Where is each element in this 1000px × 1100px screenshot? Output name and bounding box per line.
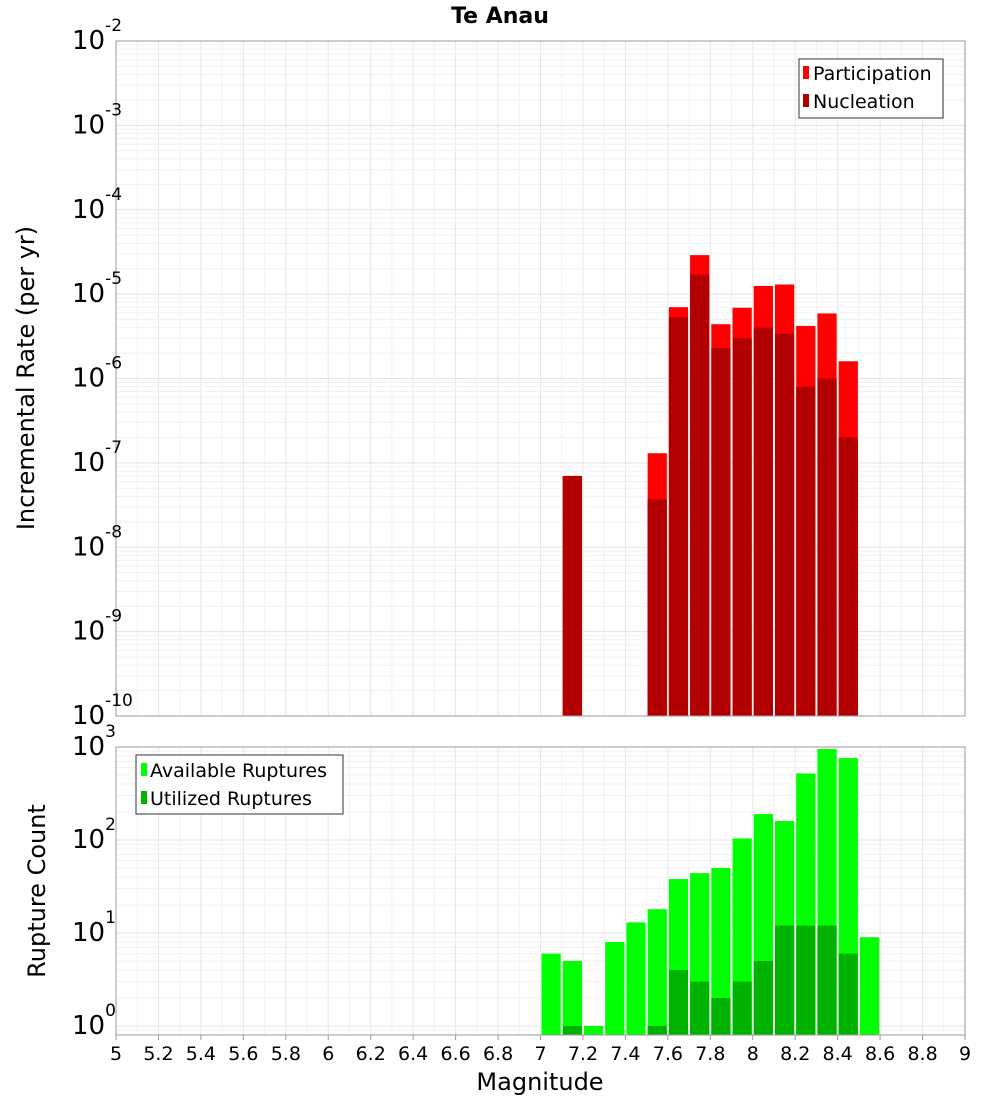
x-tick-label: 5 [110, 1043, 122, 1065]
x-tick-label: 7.8 [695, 1043, 725, 1065]
rate-bar-nucleation [732, 338, 752, 716]
rate-bar-nucleation [796, 386, 816, 716]
participation-legend-label: Participation [813, 63, 932, 85]
rate-bar-nucleation [647, 499, 667, 716]
x-tick-label: 9 [959, 1043, 971, 1065]
count-bar-utilized-ruptures [668, 969, 689, 1035]
available-ruptures-legend-label: Available Ruptures [150, 760, 327, 782]
rate-y-tick-label: 10-5 [72, 269, 122, 309]
count-bar-utilized-ruptures [732, 981, 752, 1035]
count-bar-available-ruptures [711, 867, 731, 1035]
rate-plot-frame [115, 40, 966, 717]
rate-bar-nucleation [774, 333, 795, 716]
count-bar-utilized-ruptures [838, 953, 858, 1035]
x-tick-label: 6.2 [356, 1043, 386, 1065]
rate-y-tick-label: 10-8 [72, 522, 122, 562]
count-bar-available-ruptures [647, 909, 667, 1035]
x-tick-label: 7.6 [653, 1043, 683, 1065]
count-bar-utilized-ruptures [690, 981, 710, 1035]
count-bar-utilized-ruptures [562, 1025, 582, 1035]
x-tick-label: 8.2 [780, 1043, 810, 1065]
rate-y-tick-label: 10-4 [72, 185, 122, 225]
nucleation-legend-label: Nucleation [813, 91, 915, 113]
utilized-ruptures-legend-label: Utilized Ruptures [150, 788, 312, 810]
x-tick-label: 6 [322, 1043, 334, 1065]
x-tick-label: 6.4 [398, 1043, 428, 1065]
count-bar-utilized-ruptures [774, 925, 795, 1035]
rate-bar-nucleation [562, 475, 582, 716]
rate-bar-nucleation [711, 347, 731, 716]
utilized-ruptures-legend-swatch [141, 791, 147, 804]
rate-y-tick-label: 10-9 [72, 607, 122, 647]
rate-y-tick-label: 10-2 [72, 16, 122, 56]
rate-bar-nucleation [668, 317, 689, 716]
chart-title: Te Anau [451, 4, 549, 29]
count-bar-available-ruptures [562, 960, 582, 1035]
x-tick-label: 7.4 [610, 1043, 640, 1065]
count-bar-utilized-ruptures [753, 960, 773, 1035]
rate-bar-nucleation [817, 378, 837, 716]
count-bar-utilized-ruptures [817, 925, 837, 1035]
count-y-axis-label: Rupture Count [23, 804, 51, 978]
count-bar-available-ruptures [605, 942, 625, 1035]
rate-bar-nucleation [690, 274, 710, 716]
count-bar-available-ruptures [626, 922, 646, 1035]
x-tick-label: 5.2 [143, 1043, 173, 1065]
count-legend-box [135, 754, 344, 815]
count-legend: Available Ruptures Utilized Ruptures [135, 754, 344, 815]
count-bar-available-ruptures [541, 953, 561, 1035]
count-y-tick-label: 102 [72, 815, 116, 855]
count-bar-available-ruptures [583, 1025, 604, 1035]
x-tick-label: 8.6 [865, 1043, 895, 1065]
x-tick-label: 6.8 [483, 1043, 513, 1065]
x-tick-label: 7 [534, 1043, 546, 1065]
participation-legend-swatch [803, 66, 809, 79]
rate-y-tick-label: 10-3 [72, 100, 122, 140]
x-tick-label: 5.6 [228, 1043, 258, 1065]
x-tick-label: 8.8 [907, 1043, 937, 1065]
magnitude-x-axis-label: Magnitude [476, 1068, 603, 1096]
rate-bar-nucleation [753, 327, 773, 716]
count-bar-utilized-ruptures [711, 997, 731, 1035]
magnitude-x-ticks: 5 5.2 5.4 5.6 5.8 6 6.2 6.4 6.6 6.8 7 7.2 7.4 7.6 7.8 8… [110, 1035, 971, 1065]
x-tick-label: 5.8 [271, 1043, 301, 1065]
nucleation-legend-swatch [803, 94, 809, 107]
rate-y-tick-label: 10-7 [72, 438, 122, 478]
rate-bar-nucleation [838, 437, 858, 716]
rate-y-tick-label: 10-6 [72, 354, 122, 394]
rate-y-axis-label: Incremental Rate (per yr) [12, 226, 40, 530]
x-tick-label: 8.4 [823, 1043, 853, 1065]
rate-legend: Participation Nucleation [798, 58, 944, 119]
count-y-tick-label: 100 [72, 1001, 116, 1041]
x-tick-label: 6.6 [440, 1043, 470, 1065]
x-tick-label: 5.4 [186, 1043, 216, 1065]
count-bar-utilized-ruptures [647, 1025, 667, 1035]
count-bar-utilized-ruptures [796, 925, 816, 1035]
count-bar-available-ruptures [859, 937, 880, 1035]
rate-legend-box [798, 58, 944, 119]
available-ruptures-legend-swatch [141, 763, 147, 776]
x-tick-label: 7.2 [568, 1043, 598, 1065]
count-y-tick-label: 101 [72, 908, 116, 948]
x-tick-label: 8 [747, 1043, 759, 1065]
rate-bars [562, 255, 858, 716]
count-bars [541, 749, 880, 1035]
rate-grid [115, 40, 966, 717]
